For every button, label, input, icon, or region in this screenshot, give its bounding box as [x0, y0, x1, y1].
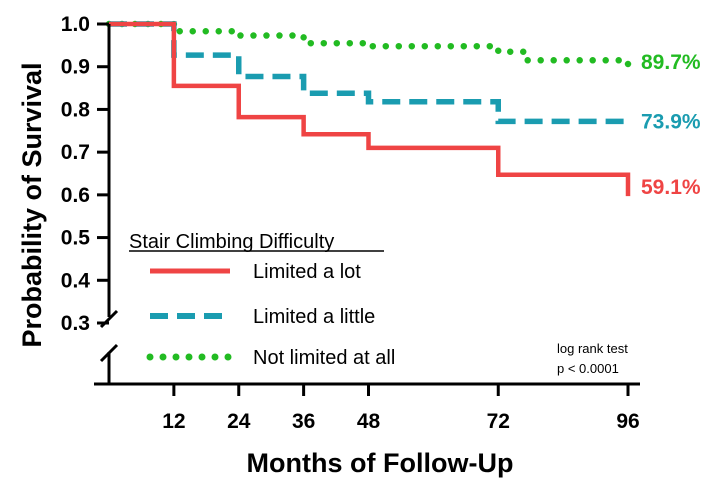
- series-line-not-limited-at-all: [105, 20, 632, 70]
- legend-title: Stair Climbing Difficulty: [129, 231, 334, 253]
- legend: Stair Climbing Difficulty Limited a lotL…: [129, 231, 395, 369]
- y-tick-label: 0.5: [61, 227, 91, 250]
- y-tick-label: 0.3: [61, 312, 90, 335]
- x-tick-label: 36: [292, 410, 315, 433]
- legend-label-2: Not limited at all: [253, 347, 395, 369]
- end-labels: 59.1% 73.9% 89.7%: [641, 51, 701, 199]
- y-ticks: 0.3 0.4 0.5 0.6 0.7 0.8 0.9 1.0: [61, 13, 109, 335]
- end-value-label-2: 89.7%: [641, 51, 701, 74]
- x-tick-label: 96: [616, 410, 639, 433]
- y-tick-label: 0.6: [61, 184, 90, 207]
- y-tick-label: 0.9: [61, 56, 90, 79]
- x-axis-title: Months of Follow-Up: [247, 448, 514, 478]
- legend-label-0: Limited a lot: [253, 261, 361, 283]
- x-tick-label: 24: [227, 410, 251, 433]
- series-line-limited-a-little: [109, 21, 631, 126]
- end-value-label-1: 73.9%: [641, 111, 701, 134]
- y-tick-label: 0.4: [61, 269, 91, 292]
- p-value-label: p < 0.0001: [557, 361, 619, 376]
- legend-label-1: Limited a little: [253, 306, 375, 328]
- series-line-limited-a-lot: [109, 21, 631, 197]
- y-tick-label: 0.7: [61, 141, 90, 164]
- end-value-label-0: 59.1%: [641, 176, 701, 199]
- y-tick-label: 0.8: [61, 98, 91, 121]
- stat-test-label: log rank test: [557, 341, 628, 356]
- x-ticks: 12 24 36 48 72 96: [162, 384, 640, 433]
- x-tick-label: 12: [162, 410, 185, 433]
- y-axis-break-mark-lower: [99, 343, 119, 363]
- x-tick-label: 72: [487, 410, 510, 433]
- x-tick-label: 48: [357, 410, 381, 433]
- legend-items: Limited a lot Limited a little Not limited…: [146, 261, 395, 369]
- y-tick-label: 1.0: [61, 13, 90, 36]
- y-axis-title: Probability of Survival: [17, 62, 47, 347]
- plot-area: [105, 20, 632, 197]
